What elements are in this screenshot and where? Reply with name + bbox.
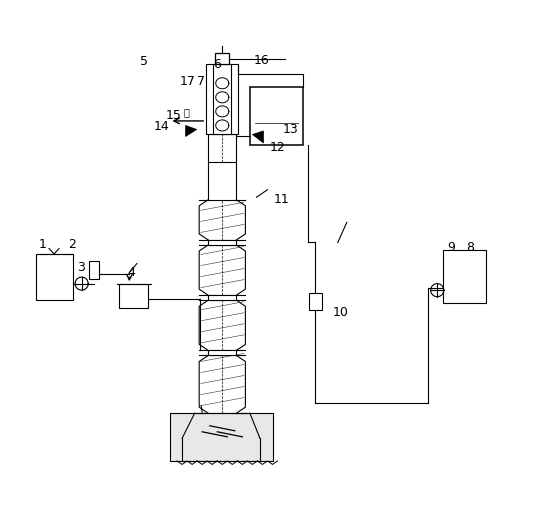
Text: 4: 4 — [127, 266, 135, 279]
Bar — [169, 413, 272, 461]
Polygon shape — [186, 125, 197, 136]
Text: 11: 11 — [274, 193, 289, 206]
Text: 8: 8 — [466, 241, 474, 254]
Bar — [308, 293, 322, 310]
Text: 2: 2 — [68, 238, 76, 251]
Text: 3: 3 — [77, 261, 84, 274]
Bar — [208, 350, 237, 356]
Polygon shape — [252, 131, 263, 143]
Text: 17: 17 — [179, 75, 195, 88]
Text: 14: 14 — [154, 121, 170, 133]
Text: 1: 1 — [39, 238, 46, 251]
Text: 10: 10 — [332, 306, 348, 319]
Bar — [206, 64, 238, 134]
Text: 12: 12 — [270, 140, 286, 154]
Bar — [213, 64, 231, 134]
Bar — [443, 250, 486, 302]
Bar — [208, 240, 237, 245]
Text: 5: 5 — [141, 55, 148, 68]
Text: 16: 16 — [253, 54, 269, 67]
Text: 15: 15 — [166, 109, 181, 122]
Bar — [119, 284, 148, 308]
Bar — [208, 295, 237, 300]
Text: 水: 水 — [183, 107, 189, 117]
Bar — [208, 134, 237, 162]
Text: 7: 7 — [197, 75, 205, 88]
Text: 6: 6 — [213, 58, 221, 71]
Bar — [215, 53, 229, 64]
Text: 13: 13 — [282, 123, 298, 136]
Bar — [89, 261, 99, 279]
Bar — [250, 87, 302, 144]
Text: 9: 9 — [447, 241, 455, 254]
Bar — [37, 254, 72, 300]
